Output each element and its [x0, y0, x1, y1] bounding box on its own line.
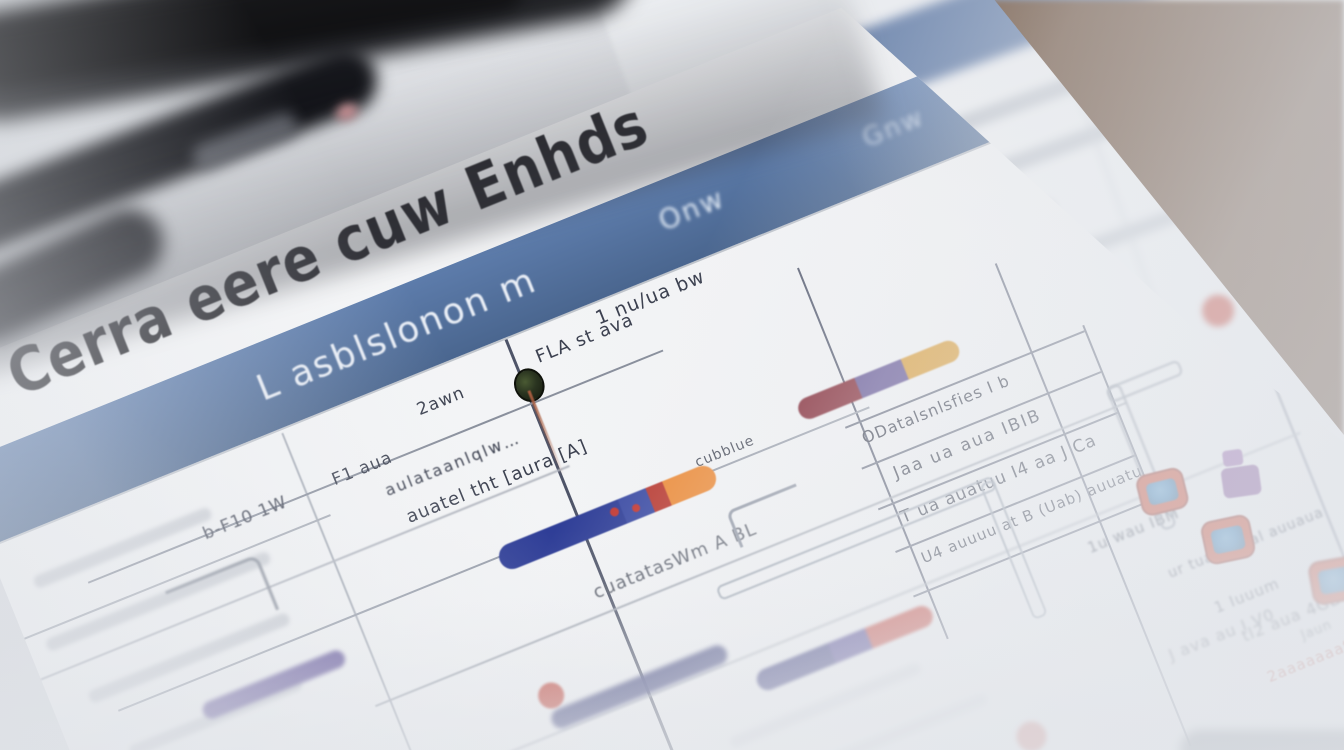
purple-marker-icon: [1220, 463, 1263, 499]
marker-center: [1317, 565, 1344, 596]
status-dot-icon: [1197, 290, 1239, 332]
bar-segment: [794, 377, 863, 423]
dependency-elbow: [726, 483, 811, 548]
bar-segment: [753, 643, 836, 694]
column-header: 2awn: [414, 382, 468, 421]
desk-shadow-edge: [1180, 730, 1344, 750]
ghost-text-row: [32, 506, 214, 590]
purple-marker-icon: [1221, 448, 1244, 468]
bar-segment: [864, 602, 937, 649]
marker-center: [1145, 477, 1180, 507]
milestone-dot-icon: [509, 363, 550, 407]
status-dot-icon: [1011, 717, 1052, 750]
bar-segment: [662, 461, 720, 506]
bar-segment: [854, 359, 909, 399]
bar-segment: [900, 337, 963, 380]
milestone-marker-icon: [1199, 512, 1258, 567]
bar-segment: [495, 499, 628, 573]
grid-row-line: [40, 465, 570, 681]
dependency-connector: [979, 479, 1048, 621]
gantt-bar-navy: [548, 642, 731, 732]
marker-center: [1209, 524, 1247, 555]
gantt-bar-violet: [200, 647, 348, 722]
